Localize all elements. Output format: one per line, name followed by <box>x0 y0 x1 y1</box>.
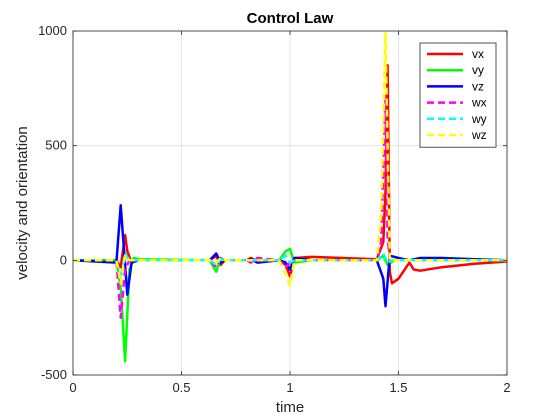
legend: vx vy vz wx wy wz <box>419 42 497 148</box>
legend-label-wz: wz <box>471 128 487 142</box>
x-axis-label: time <box>276 399 304 416</box>
legend-label-wx: wx <box>471 96 487 110</box>
x-tick-label: 1.5 <box>389 380 407 395</box>
legend-label-vz: vz <box>472 79 484 93</box>
x-tick-label: 1 <box>286 380 293 395</box>
series-layer <box>72 32 508 363</box>
series-line-wz <box>73 32 507 287</box>
legend-box <box>419 42 497 148</box>
series-line-wx <box>73 93 507 319</box>
y-tick-label: 500 <box>45 138 67 153</box>
legend-label-vx: vx <box>472 47 484 61</box>
y-tick-label: 0 <box>60 252 67 267</box>
chart-title: Control Law <box>247 10 334 27</box>
y-tick-label: -500 <box>41 367 67 382</box>
x-tick-label: 2 <box>503 380 510 395</box>
y-tick-label: 1000 <box>38 23 67 38</box>
y-axis-label: velocity and orientation <box>14 126 31 279</box>
x-tick-label: 0 <box>69 380 76 395</box>
x-tick-label: 0.5 <box>172 380 190 395</box>
legend-label-vy: vy <box>472 63 484 77</box>
legend-label-wy: wy <box>471 112 487 126</box>
